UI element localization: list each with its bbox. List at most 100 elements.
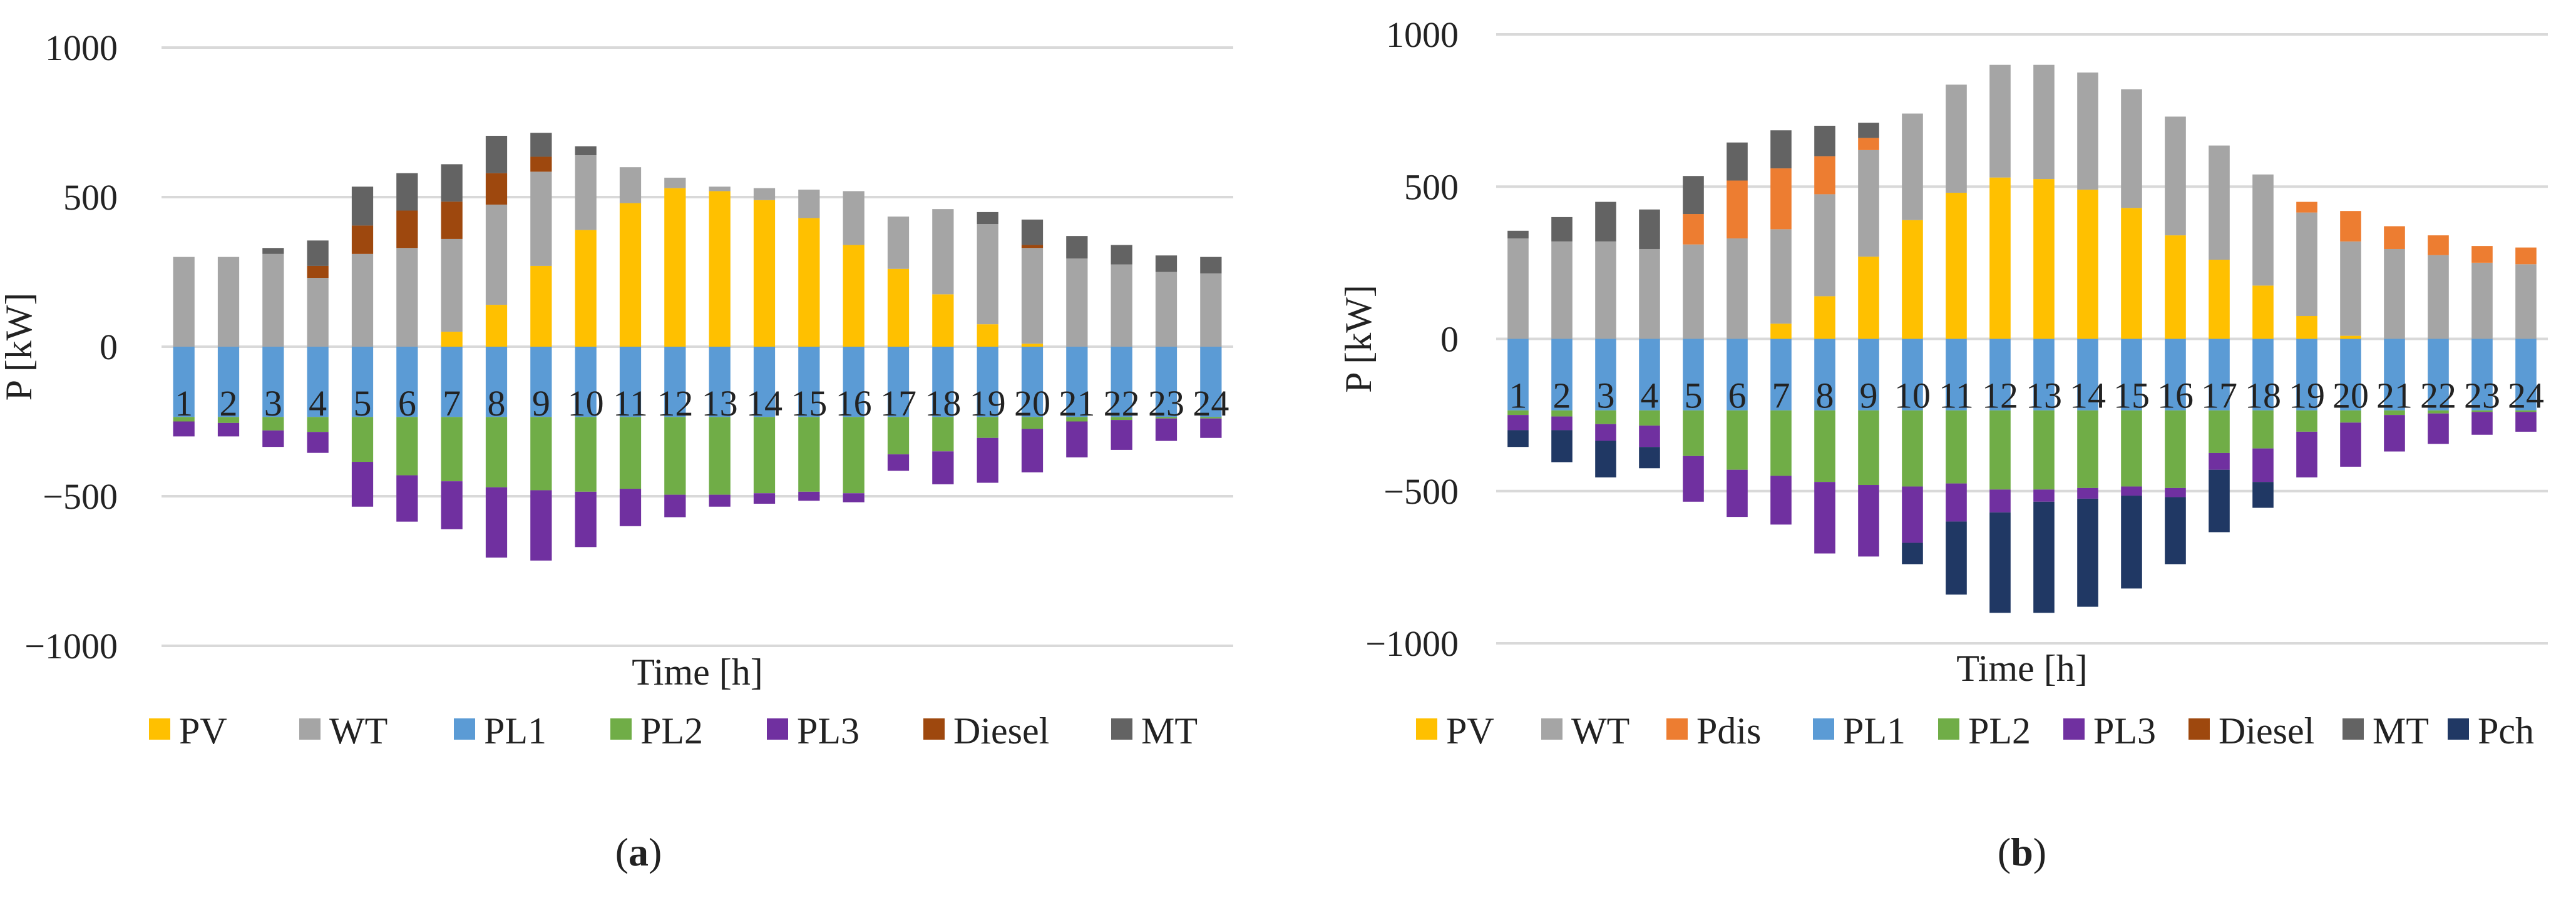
- bar-pv-18: [2252, 285, 2274, 339]
- bar-pl1-4: [307, 347, 329, 417]
- bar-diesel-9: [530, 156, 552, 172]
- bar-pl3-11: [1946, 483, 1967, 522]
- bar-pl1-14: [2077, 339, 2098, 411]
- bar-pv-14: [753, 200, 776, 347]
- bar-mt-4: [307, 240, 329, 266]
- bar-pl3-2: [217, 422, 240, 437]
- legend-label-pl2: PL2: [1968, 710, 2031, 752]
- bar-wt-3: [262, 253, 284, 347]
- bar-pl2-23: [1155, 417, 1178, 419]
- bar-pl2-17: [2209, 410, 2230, 453]
- bar-pl1-3: [262, 347, 284, 417]
- bar-pl1-5: [351, 347, 374, 417]
- x-tick-label: 5: [354, 383, 372, 424]
- bar-pl2-23: [2471, 410, 2493, 412]
- bar-pv-8: [1814, 296, 1835, 339]
- bar-pl2-16: [843, 417, 865, 494]
- x-tick-label: 3: [264, 383, 282, 424]
- legend-label-pv: PV: [1446, 710, 1494, 752]
- bar-pv-9: [1858, 257, 1879, 339]
- bar-wt-15: [798, 190, 820, 218]
- bar-pl1-2: [217, 347, 240, 417]
- bar-pl3-14: [753, 493, 776, 504]
- panel-letter: a: [629, 830, 649, 874]
- bar-wt-11: [1946, 84, 1967, 193]
- bar-pl3-4: [1639, 426, 1660, 447]
- bar-pv-13: [709, 191, 731, 347]
- bar-pl2-20: [1021, 417, 1044, 429]
- bar-pl1-23: [1155, 347, 1178, 417]
- x-tick-label: 1: [175, 383, 193, 424]
- bar-wt-22: [2428, 255, 2449, 339]
- bar-pv-18: [932, 294, 954, 347]
- panel-label: (b): [1998, 830, 2046, 874]
- bar-wt-12: [1989, 64, 2011, 178]
- bar-pl2-14: [2077, 410, 2098, 488]
- legend-label-wt: WT: [1571, 710, 1629, 752]
- bar-pdis-21: [2384, 226, 2405, 249]
- legend-swatch-pdis: [1666, 718, 1688, 740]
- bar-pdis-6: [1727, 180, 1748, 238]
- bar-pch-15: [2121, 496, 2142, 589]
- bar-pl2-20: [2340, 410, 2361, 423]
- bar-pv-15: [2121, 208, 2142, 339]
- bar-pl1-3: [1595, 339, 1616, 411]
- x-tick-label: 20: [1014, 383, 1050, 424]
- y-tick-label: 1000: [45, 28, 118, 68]
- legend-label-mt: MT: [1141, 710, 1198, 752]
- x-tick-label: 11: [613, 383, 648, 424]
- x-tick-label: 18: [925, 383, 961, 424]
- bar-pl1-4: [1639, 339, 1660, 411]
- bar-pdis-9: [1858, 138, 1879, 150]
- bar-pv-20: [2340, 335, 2361, 339]
- y-tick-label: −1000: [24, 626, 118, 666]
- bar-wt-13: [2033, 64, 2055, 180]
- y-tick-label: 1000: [1386, 14, 1459, 55]
- bar-pl2-9: [1858, 410, 1879, 486]
- bar-pl1-11: [619, 347, 642, 417]
- bar-wt-1: [173, 257, 195, 347]
- bar-pl2-22: [2428, 410, 2449, 414]
- bar-mt-20: [1021, 219, 1044, 245]
- bar-pv-7: [441, 332, 463, 347]
- bar-mt-7: [1770, 130, 1792, 169]
- bar-mt-6: [1727, 142, 1748, 181]
- legend-label-pl3: PL3: [2093, 710, 2156, 752]
- bar-pl1-19: [2296, 339, 2317, 411]
- bar-diesel-7: [441, 202, 463, 239]
- legend-label-pv: PV: [179, 710, 227, 752]
- legend-swatch-diesel: [2189, 718, 2210, 740]
- x-tick-label: 21: [1059, 383, 1095, 424]
- bar-pl2-11: [1946, 410, 1967, 484]
- bar-pl3-8: [485, 487, 508, 558]
- bar-pl3-18: [932, 451, 954, 484]
- legend-swatch-wt: [1541, 718, 1563, 740]
- bar-pch-11: [1946, 521, 1967, 595]
- bar-mt-4: [1639, 209, 1660, 249]
- bar-pl3-15: [2121, 486, 2142, 496]
- bar-pl3-23: [2471, 412, 2493, 435]
- bar-pv-10: [1902, 220, 1923, 339]
- legend-label-pl3: PL3: [797, 710, 860, 752]
- legend-label-pl1: PL1: [484, 710, 547, 752]
- bar-pl3-5: [1683, 456, 1704, 502]
- legend-swatch-pl3: [767, 718, 788, 740]
- x-axis-label: Time [h]: [1956, 648, 2087, 689]
- bar-pl1-15: [2121, 339, 2142, 411]
- legend-swatch-pl2: [610, 718, 632, 740]
- bar-pl3-24: [1200, 418, 1222, 438]
- bar-pl2-12: [664, 417, 686, 495]
- legend-label-mt: MT: [2373, 710, 2429, 752]
- bar-pv-19: [977, 324, 998, 347]
- bar-wt-21: [2384, 248, 2405, 339]
- bar-wt-2: [217, 257, 240, 347]
- x-tick-label: 24: [1193, 383, 1229, 424]
- bar-pdis-24: [2515, 247, 2537, 265]
- x-tick-label: 19: [2289, 375, 2325, 416]
- x-tick-label: 1: [1509, 375, 1527, 416]
- bar-pl2-18: [932, 417, 954, 452]
- x-tick-label: 2: [1553, 375, 1571, 416]
- bar-pl3-4: [307, 432, 329, 453]
